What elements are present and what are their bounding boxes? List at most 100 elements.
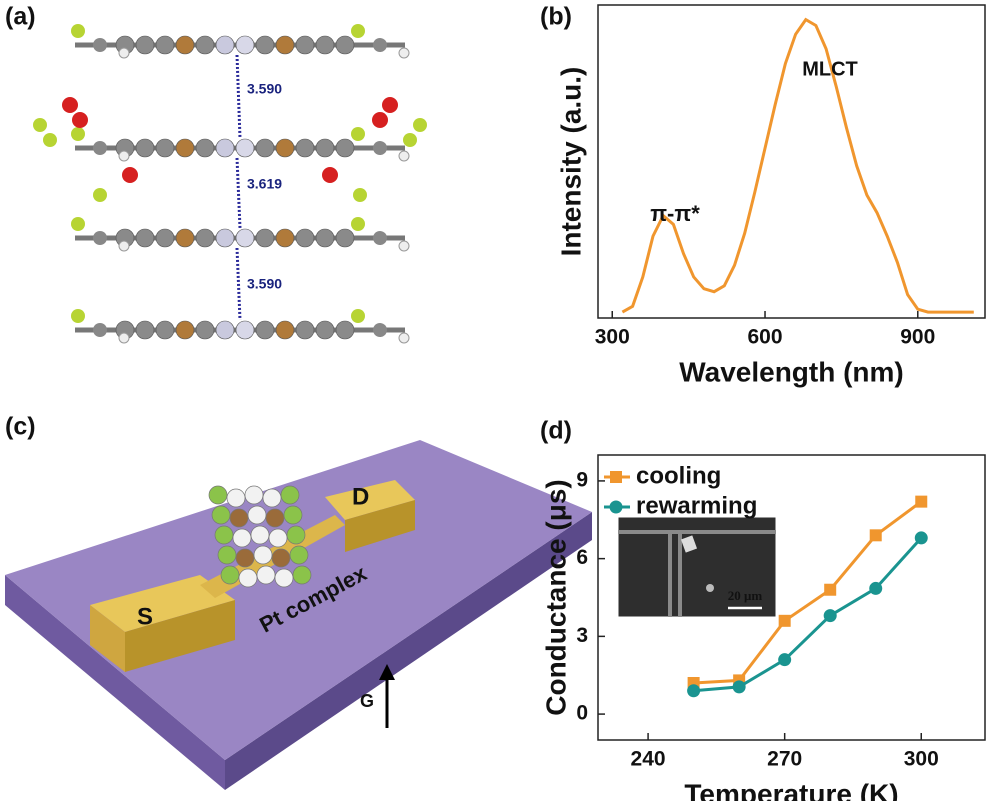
marker xyxy=(915,495,928,508)
atom xyxy=(155,228,175,248)
atom xyxy=(315,35,335,55)
atom xyxy=(351,127,365,141)
atom xyxy=(235,548,255,568)
atom xyxy=(335,138,355,158)
atom xyxy=(255,320,275,340)
x-tick-label: 240 xyxy=(631,748,666,771)
atom xyxy=(235,228,255,248)
atom xyxy=(315,228,335,248)
atom xyxy=(215,35,235,55)
atom xyxy=(93,188,107,202)
marker xyxy=(823,609,837,623)
electrode xyxy=(345,500,415,552)
atom xyxy=(93,231,107,245)
atom xyxy=(195,138,215,158)
x-tick-label: 300 xyxy=(595,326,630,349)
legend-label: cooling xyxy=(636,462,721,489)
atom xyxy=(255,138,275,158)
atom xyxy=(135,138,155,158)
atom xyxy=(93,323,107,337)
inset-feature xyxy=(680,535,698,553)
series-line xyxy=(693,536,923,693)
atom xyxy=(398,240,410,252)
atom xyxy=(155,320,175,340)
substrate-side xyxy=(225,512,592,790)
atom xyxy=(235,320,255,340)
atom xyxy=(220,565,240,585)
atom xyxy=(235,35,255,55)
y-axis-label: Conductance (μs) xyxy=(540,479,571,715)
atom xyxy=(195,35,215,55)
atom xyxy=(118,150,130,162)
atom xyxy=(373,231,387,245)
atom xyxy=(232,528,252,548)
panel-label: (b) xyxy=(540,3,572,31)
gate-arrowhead xyxy=(379,664,395,680)
atom xyxy=(118,240,130,252)
atom xyxy=(398,150,410,162)
atom xyxy=(175,35,195,55)
atom xyxy=(262,488,282,508)
atom xyxy=(275,35,295,55)
atom xyxy=(335,228,355,248)
y-tick-label: 0 xyxy=(576,702,588,725)
legend-marker xyxy=(610,471,622,483)
marker xyxy=(687,684,701,698)
atom xyxy=(286,525,306,545)
drain-label: D xyxy=(352,483,369,510)
inset-feature xyxy=(618,530,776,617)
electrode xyxy=(90,605,125,672)
atom xyxy=(335,35,355,55)
atom xyxy=(208,485,228,505)
atom xyxy=(253,545,273,565)
atom xyxy=(403,133,417,147)
atom xyxy=(280,485,300,505)
contact xyxy=(235,247,242,321)
marker xyxy=(778,614,791,627)
atom xyxy=(195,228,215,248)
marker xyxy=(914,531,928,545)
marker xyxy=(778,653,792,667)
substrate-top xyxy=(5,440,592,760)
atom xyxy=(72,112,88,128)
atom xyxy=(229,508,249,528)
y-tick-label: 6 xyxy=(576,546,588,569)
plot-frame xyxy=(597,4,986,319)
atom xyxy=(398,47,410,59)
atom xyxy=(175,138,195,158)
distance-label: 3.590 xyxy=(247,276,282,292)
atom xyxy=(289,545,309,565)
x-axis-label: Temperature (K) xyxy=(684,778,898,801)
atom xyxy=(372,112,388,128)
atom xyxy=(265,508,285,528)
atom xyxy=(135,320,155,340)
marker xyxy=(869,581,883,595)
atom xyxy=(211,505,231,525)
atom xyxy=(214,525,234,545)
atom xyxy=(351,24,365,38)
atom xyxy=(295,35,315,55)
atom xyxy=(226,488,246,508)
x-axis-label: Wavelength (nm) xyxy=(679,356,904,387)
atom xyxy=(271,548,291,568)
atom xyxy=(283,505,303,525)
atom xyxy=(413,118,427,132)
atom xyxy=(256,565,276,585)
atom xyxy=(315,320,335,340)
electrode xyxy=(90,575,235,632)
atom xyxy=(351,217,365,231)
legend-label: rewarming xyxy=(636,492,757,519)
inset: 20 μm xyxy=(617,516,777,618)
panel-label: (d) xyxy=(540,417,572,445)
atom xyxy=(250,525,270,545)
atom xyxy=(135,228,155,248)
source-label: S xyxy=(137,603,153,630)
atom xyxy=(155,138,175,158)
atom xyxy=(155,35,175,55)
atom xyxy=(62,97,78,113)
atom xyxy=(71,24,85,38)
atom xyxy=(373,141,387,155)
atom xyxy=(71,309,85,323)
marker xyxy=(732,680,746,694)
